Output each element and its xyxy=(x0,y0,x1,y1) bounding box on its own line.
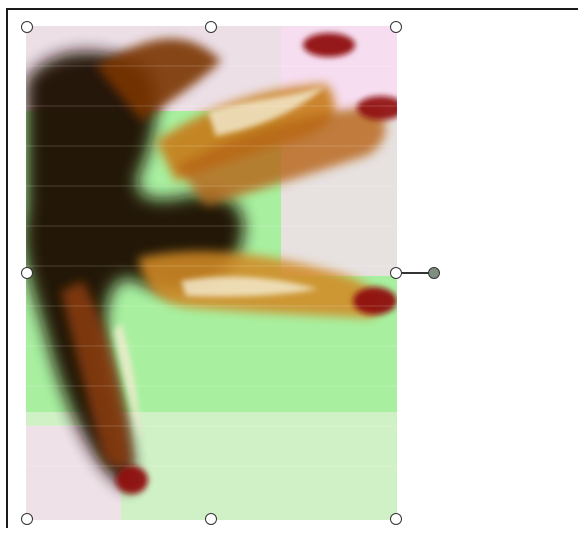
selected-image[interactable] xyxy=(26,26,397,520)
resize-handle-bottom-left[interactable] xyxy=(21,513,33,525)
rotation-handle-line xyxy=(402,272,430,274)
resize-handle-top-left[interactable] xyxy=(21,21,33,33)
resize-handle-middle-left[interactable] xyxy=(21,267,33,279)
resize-handle-bottom-middle[interactable] xyxy=(205,513,217,525)
resize-handle-bottom-right[interactable] xyxy=(390,513,402,525)
resize-handle-top-middle[interactable] xyxy=(205,21,217,33)
rotation-handle[interactable] xyxy=(428,267,440,279)
page-border-left xyxy=(6,8,8,528)
selected-image-icon xyxy=(26,26,397,520)
page-border-top xyxy=(6,8,578,10)
resize-handle-top-right[interactable] xyxy=(390,21,402,33)
resize-handle-middle-right[interactable] xyxy=(390,267,402,279)
